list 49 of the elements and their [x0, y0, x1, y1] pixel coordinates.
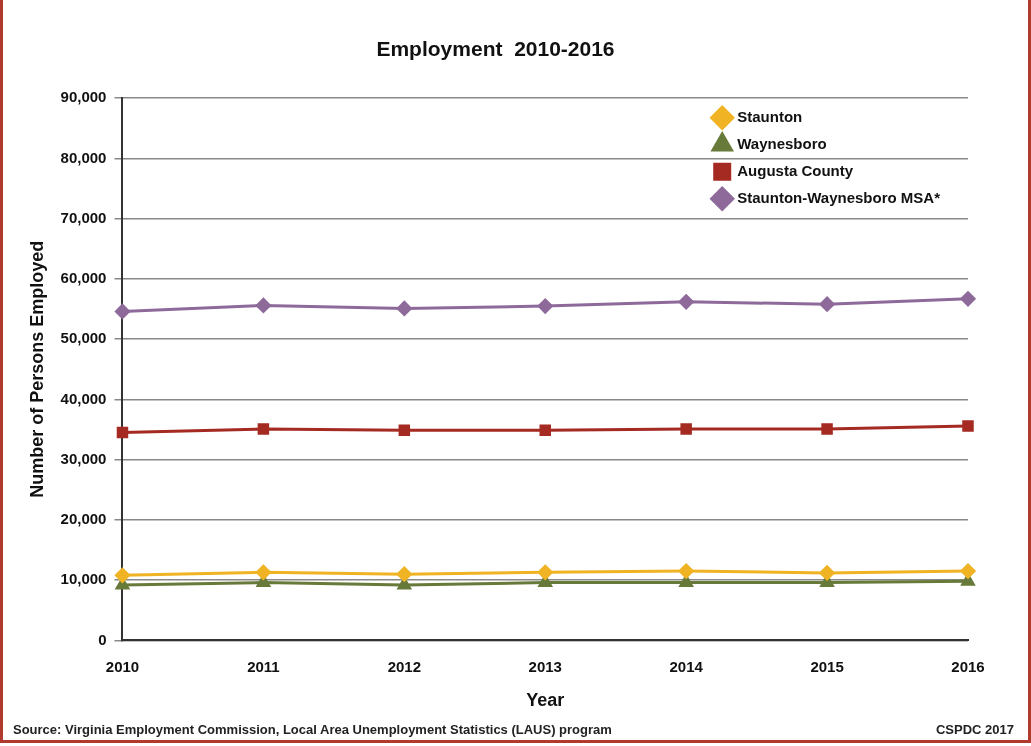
x-tick-label: 2010 — [105, 657, 140, 675]
point — [819, 296, 835, 312]
chart-title: Employment 2010-2016 — [376, 37, 615, 61]
point — [255, 564, 271, 580]
point — [257, 423, 270, 435]
point — [537, 298, 553, 314]
legend-label: Waynesboro — [737, 134, 827, 152]
point — [114, 303, 130, 319]
x-tick-label: 2016 — [951, 657, 985, 675]
point — [962, 420, 974, 432]
point — [539, 424, 551, 436]
point — [396, 566, 412, 582]
y-tick-label: 90,000 — [60, 88, 107, 106]
point — [960, 291, 976, 307]
legend-label: Staunton-Waynesboro MSA* — [737, 188, 941, 206]
point — [680, 423, 692, 435]
x-tick-label: 2014 — [669, 657, 704, 675]
point — [538, 575, 552, 588]
point — [679, 575, 693, 588]
y-tick-label: 60,000 — [60, 269, 107, 287]
source-note: Source: Virginia Employment Commission, Local Area Unemployment Statistics (LAUS) program — [13, 722, 612, 737]
point — [114, 567, 130, 583]
y-tick-label: 80,000 — [60, 148, 107, 166]
y-tick-label: 10,000 — [60, 570, 107, 588]
legend-label: Staunton — [737, 107, 803, 125]
y-tick-label: 20,000 — [60, 510, 107, 528]
point — [116, 426, 129, 439]
y-tick-label: 70,000 — [60, 208, 107, 226]
y-tick-label: 30,000 — [60, 449, 107, 467]
y-axis-title: Number of Persons Employed — [26, 240, 47, 498]
text: CSPDC 2017 — [935, 722, 1014, 737]
y-tick-label: 50,000 — [60, 329, 107, 347]
point — [819, 565, 835, 581]
legend-label: Augusta County — [737, 161, 854, 179]
x-tick-label: 2013 — [528, 657, 562, 675]
point — [678, 563, 694, 579]
x-tick-label: 2015 — [810, 657, 844, 675]
point — [678, 294, 694, 310]
x-tick-label: 2012 — [387, 657, 422, 675]
point — [396, 300, 412, 316]
point — [398, 424, 411, 436]
point — [960, 563, 976, 579]
y-tick-label: 40,000 — [60, 389, 107, 407]
point — [537, 564, 553, 580]
y-tick-label: 0 — [98, 630, 107, 648]
point — [255, 297, 271, 313]
x-tick-label: 2011 — [247, 657, 280, 675]
x-axis-title: Year — [526, 690, 565, 711]
point — [821, 423, 833, 435]
